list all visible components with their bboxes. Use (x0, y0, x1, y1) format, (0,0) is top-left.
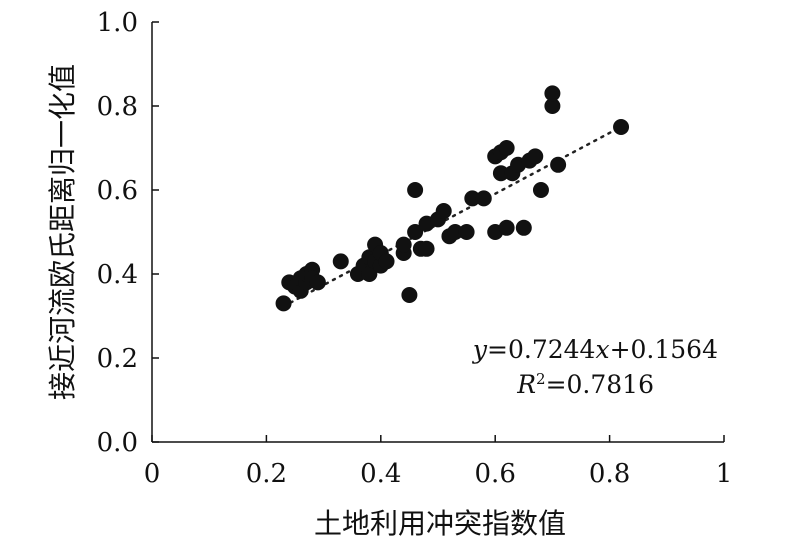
data-point (527, 148, 544, 165)
trend-layer (282, 125, 623, 308)
data-point (544, 98, 561, 114)
r-sup: 2 (536, 370, 546, 388)
y-tick-label: 0.6 (97, 176, 138, 206)
data-point (498, 140, 515, 156)
data-point (492, 165, 509, 182)
data-point (515, 219, 532, 236)
eq-y-var: y (472, 335, 488, 364)
data-point (475, 190, 492, 207)
data-point (407, 224, 424, 240)
y-axis-title: 接近河流欧氏距离归一化值 (46, 64, 79, 400)
data-point (550, 156, 567, 173)
data-point (458, 224, 475, 240)
x-tick-label: 0.8 (589, 459, 630, 489)
r-squared-label: R2=0.7816 (516, 370, 654, 399)
data-point (544, 85, 561, 102)
y-tick-label: 0.4 (97, 260, 138, 290)
y-tick-label: 1.0 (97, 8, 138, 38)
points-layer (275, 85, 630, 312)
data-point (332, 253, 349, 270)
eq-slope: =0.7244 (487, 335, 595, 364)
y-tick-label: 0.0 (97, 428, 138, 458)
data-point (532, 182, 549, 198)
eq-x-var: x (595, 335, 609, 364)
x-tick-label: 1 (716, 459, 733, 489)
x-tick-label: 0.6 (475, 459, 516, 489)
trend-line (282, 125, 623, 308)
data-point (498, 219, 515, 236)
ticks-layer: 0.0 0.2 0.4 0.6 0.8 1.0 0 0.2 0.4 0.6 0.8 1 (97, 8, 733, 489)
x-axis-title: 土地利用冲突指数值 (314, 507, 566, 540)
x-tick-label: 0 (144, 459, 161, 489)
y-tick-label: 0.2 (97, 344, 138, 374)
data-point (401, 287, 418, 303)
data-point (378, 253, 395, 270)
data-point (309, 274, 326, 291)
data-point (447, 224, 464, 240)
eq-intercept: +0.1564 (610, 335, 718, 364)
data-point (464, 190, 481, 207)
axes-layer (151, 21, 725, 443)
regression-equation: y=0.7244x+0.1564 (472, 335, 718, 364)
data-point (407, 182, 424, 198)
data-point (361, 266, 378, 282)
data-point (613, 119, 630, 135)
data-point (418, 240, 435, 257)
r-value: =0.7816 (546, 370, 654, 399)
x-tick-label: 0.2 (246, 459, 287, 489)
data-point (395, 236, 412, 253)
y-tick-label: 0.8 (97, 92, 138, 122)
data-point (275, 295, 292, 312)
r-var: R (516, 370, 536, 399)
data-point (435, 203, 452, 219)
x-tick-label: 0.4 (360, 459, 401, 489)
